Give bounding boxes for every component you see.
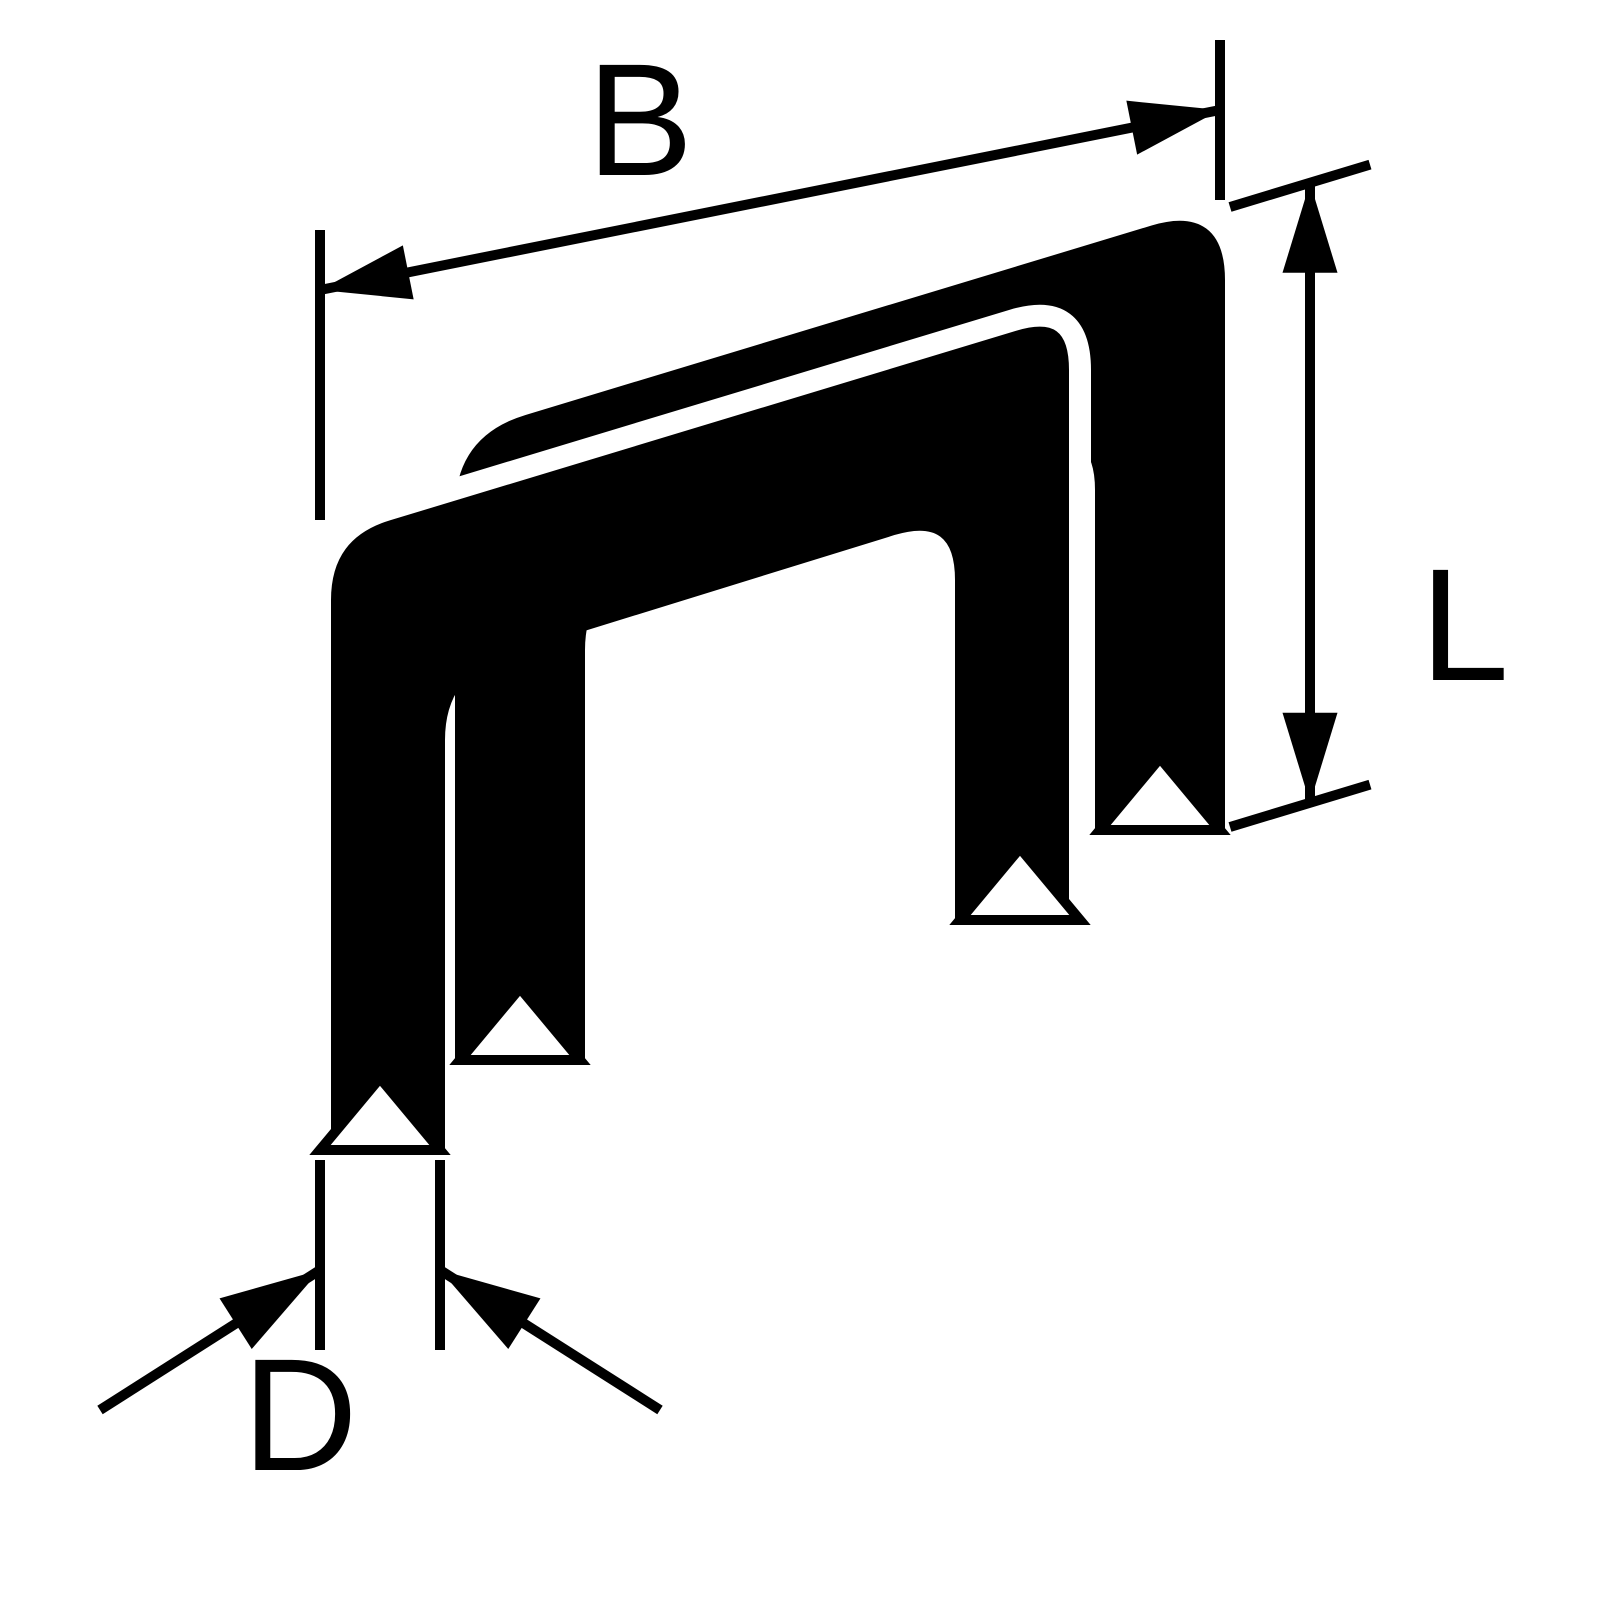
staple-front bbox=[320, 316, 1080, 1150]
staple-rear bbox=[460, 226, 1220, 1060]
dimension-label-D: D bbox=[242, 1325, 358, 1504]
dimension-D: D bbox=[100, 1160, 660, 1504]
staple-dimension-diagram: B L D bbox=[0, 0, 1600, 1600]
dimension-label-B: B bbox=[587, 30, 694, 209]
dimension-label-L: L bbox=[1420, 535, 1509, 714]
dimension-L: L bbox=[1230, 165, 1509, 827]
